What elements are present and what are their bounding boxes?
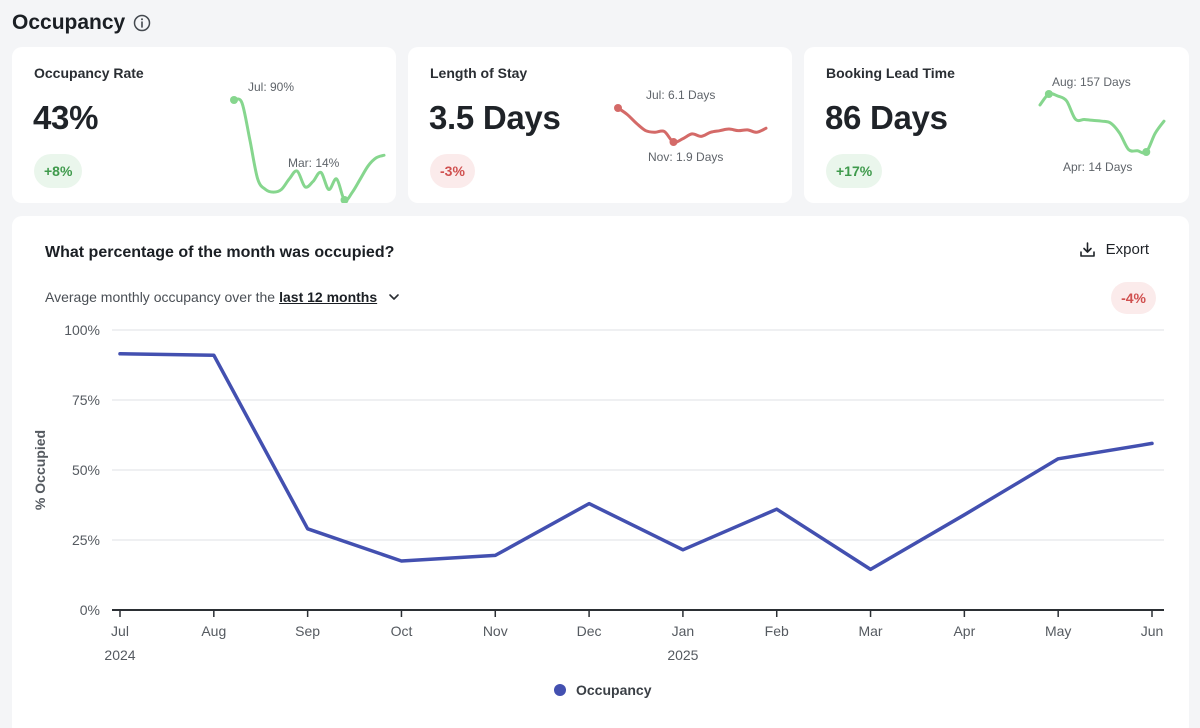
legend-label: Occupancy: [576, 682, 652, 698]
sparkline-high-point: [230, 96, 238, 104]
sparkline-path: [232, 97, 386, 202]
sparkline-low-point: [340, 196, 349, 203]
x-tick-label: Oct: [391, 623, 413, 639]
sparkline-high-point: [1044, 90, 1053, 98]
occupancy-line-chart: 0% 25% 50% 75% 100% Jul Aug Sep Oct Nov Dec Jan Feb M…: [32, 322, 1164, 663]
sparkline-high-label: Aug: 157 Days: [1052, 75, 1131, 89]
metric-value: 43%: [33, 99, 99, 136]
sparkline-high-label: Jul: 90%: [248, 80, 294, 94]
x-year-label: 2024: [104, 647, 135, 663]
metric-label: Occupancy Rate: [34, 65, 144, 81]
x-tick-label: Jul: [111, 623, 129, 639]
sparkline-low-label: Nov: 1.9 Days: [648, 150, 723, 164]
sparkline-path: [1038, 92, 1166, 155]
info-icon[interactable]: [133, 14, 151, 32]
x-tick-label: Mar: [858, 623, 882, 639]
subtitle-text: Average monthly occupancy over the: [45, 289, 276, 305]
data-point[interactable]: [958, 509, 970, 521]
data-point[interactable]: [771, 503, 783, 515]
y-tick-label: 100%: [64, 322, 100, 338]
y-tick-label: 25%: [72, 532, 100, 548]
range-selector[interactable]: last 12 months: [279, 289, 378, 305]
chart-title: What percentage of the month was occupie…: [45, 244, 395, 261]
data-point[interactable]: [395, 555, 407, 567]
data-point[interactable]: [1146, 437, 1158, 449]
sparkline-high-label: Jul: 6.1 Days: [646, 88, 715, 102]
metric-value: 3.5 Days: [429, 99, 561, 136]
metric-change-badge: +8%: [34, 154, 83, 188]
export-button[interactable]: Export: [1079, 241, 1149, 258]
metric-label: Length of Stay: [430, 65, 528, 81]
sparkline-low-point: [1142, 148, 1151, 156]
data-point[interactable]: [208, 349, 220, 361]
y-tick-label: 75%: [72, 392, 100, 408]
data-point[interactable]: [1052, 453, 1064, 465]
metric-card-booking-lead-time[interactable]: Booking Lead Time 86 Days +17% Aug: 157 …: [804, 47, 1189, 203]
x-tick-label: Aug: [201, 623, 226, 639]
chart-subtitle: Average monthly occupancy over the last …: [45, 289, 401, 305]
sparkline-low-label: Apr: 14 Days: [1063, 160, 1132, 174]
metric-card-length-of-stay[interactable]: Length of Stay 3.5 Days -3% Jul: 6.1 Day…: [408, 47, 792, 203]
sparkline-low-label: Mar: 14%: [288, 156, 340, 170]
x-tick-label: Apr: [953, 623, 975, 639]
metric-value: 86 Days: [825, 99, 948, 136]
sparkline-high-point: [614, 104, 622, 112]
metric-card-occupancy-rate[interactable]: Occupancy Rate 43% +8% Jul: 90% Mar: 14%: [12, 47, 396, 203]
page-header: Occupancy: [12, 11, 151, 35]
x-tick-label: Jan: [672, 623, 695, 639]
chart-change-badge: -4%: [1111, 282, 1156, 314]
metric-change-badge: +17%: [826, 154, 883, 188]
x-year-label: 2025: [667, 647, 698, 663]
data-point[interactable]: [583, 498, 595, 510]
y-tick-label: 0%: [80, 602, 100, 618]
export-label: Export: [1105, 241, 1149, 258]
y-axis-label: % Occupied: [32, 430, 48, 510]
x-tick-label: May: [1045, 623, 1071, 639]
data-point[interactable]: [302, 523, 314, 535]
chevron-down-icon[interactable]: [387, 290, 401, 304]
occupancy-series-line[interactable]: [118, 352, 1154, 572]
data-point[interactable]: [114, 348, 126, 360]
x-tick-label: Sep: [295, 623, 320, 639]
legend-dot: [554, 684, 566, 696]
x-tick-label: Nov: [483, 623, 508, 639]
data-point[interactable]: [677, 544, 689, 556]
sparkline-low-point: [669, 138, 678, 146]
y-tick-label: 50%: [72, 462, 100, 478]
x-tick-label: Feb: [765, 623, 789, 639]
download-icon: [1079, 242, 1095, 257]
metric-label: Booking Lead Time: [826, 65, 955, 81]
page-title: Occupancy: [12, 11, 126, 34]
x-tick-label: Dec: [577, 623, 602, 639]
metric-change-badge: -3%: [430, 154, 475, 188]
chart-legend[interactable]: Occupancy: [554, 682, 651, 698]
sparkline-path: [616, 106, 768, 144]
x-tick-label: Jun: [1141, 623, 1164, 639]
data-point[interactable]: [489, 549, 501, 561]
data-point[interactable]: [865, 563, 877, 575]
occupancy-chart-card: What percentage of the month was occupie…: [12, 216, 1189, 728]
